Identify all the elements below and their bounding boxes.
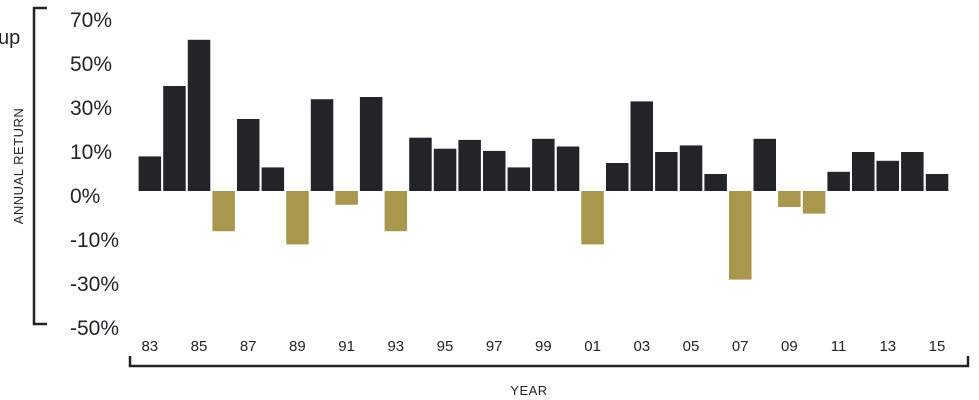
bar-98	[507, 167, 531, 191]
x-axis-bracket	[128, 356, 970, 368]
y-tick-label: 70%	[70, 9, 112, 32]
bar-09	[778, 191, 801, 207]
x-axis-label: YEAR	[510, 383, 547, 398]
x-tick-label: 15	[929, 338, 946, 355]
bar-86	[212, 191, 235, 232]
x-tick-label: 09	[781, 338, 798, 355]
y-tick-label: -10%	[70, 229, 119, 252]
x-tick-label: 13	[879, 338, 896, 355]
x-tick-label: 99	[535, 338, 552, 355]
bar-11	[827, 171, 850, 191]
y-tick-label: 30%	[70, 97, 112, 120]
x-tick-label: 03	[633, 338, 650, 355]
bar-94	[409, 137, 432, 191]
y-tick-label: 0%	[70, 185, 100, 208]
bar-05	[679, 145, 703, 191]
bar-03	[630, 101, 653, 191]
bar-99	[532, 138, 555, 191]
x-tick-label: 05	[683, 338, 700, 355]
bar-83	[138, 156, 162, 191]
x-tick-label: 89	[289, 338, 306, 355]
y-tick-label: -50%	[70, 317, 119, 340]
bars	[138, 39, 949, 280]
bar-97	[483, 150, 506, 191]
x-tick-label: 85	[191, 338, 208, 355]
bar-85	[187, 39, 211, 191]
bar-88	[261, 167, 285, 191]
bar-00	[556, 146, 580, 191]
bar-92	[359, 97, 383, 191]
bar-84	[163, 86, 186, 191]
bar-08	[753, 138, 776, 191]
y-axis-bracket	[32, 6, 47, 326]
bar-13	[876, 160, 899, 191]
x-tick-label: 87	[240, 338, 257, 355]
x-tick-label: 95	[437, 338, 454, 355]
x-tick-label: 07	[732, 338, 749, 355]
bar-90	[310, 99, 334, 191]
bar-02	[606, 163, 629, 191]
bar-15	[925, 174, 949, 191]
bar-93	[384, 191, 408, 232]
y-tick-label: 50%	[70, 53, 112, 76]
x-tick-label: 01	[584, 338, 601, 355]
y-tick-label: -30%	[70, 273, 119, 296]
x-tick-label: 11	[831, 338, 847, 355]
x-tick-label: 93	[387, 338, 404, 355]
x-tick-label: 91	[338, 338, 355, 355]
bar-95	[433, 148, 457, 191]
bar-12	[852, 152, 875, 191]
y-axis-label: ANNUAL RETURN	[11, 108, 26, 225]
bar-96	[458, 139, 481, 191]
bar-91	[335, 191, 358, 205]
bar-04	[655, 152, 678, 191]
y-tick-labels: 70% 50% 30% 10% 0% -10% -30% -50%	[70, 9, 119, 340]
partial-title-text: up	[0, 27, 20, 49]
bar-06	[704, 174, 727, 191]
bar-87	[237, 119, 260, 191]
bar-01	[581, 191, 604, 245]
bar-07	[729, 191, 752, 280]
bar-14	[901, 152, 924, 191]
bar-89	[286, 191, 309, 245]
x-tick-labels: 83 85 87 89 91 93 95 97 99 01 03 05 07 09 11 13 15	[141, 338, 945, 355]
x-tick-label: 97	[486, 338, 503, 355]
bar-10	[802, 191, 826, 214]
x-tick-label: 83	[141, 338, 158, 355]
y-tick-label: 10%	[70, 141, 112, 164]
